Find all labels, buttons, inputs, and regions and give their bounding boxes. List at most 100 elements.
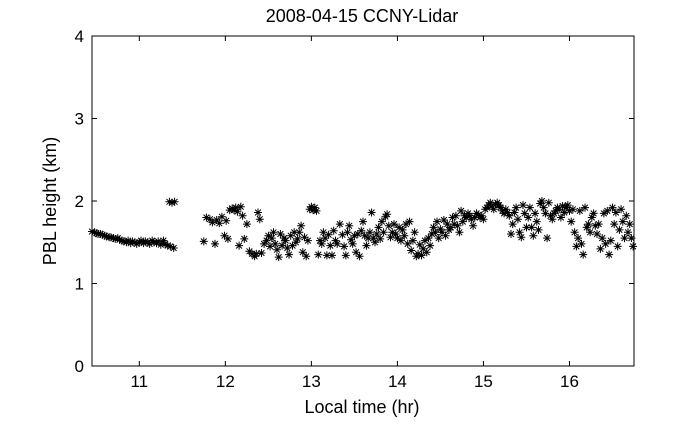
data-point — [629, 242, 638, 251]
data-point — [531, 209, 540, 218]
data-point — [543, 234, 552, 243]
data-point — [575, 206, 584, 215]
data-point — [220, 231, 229, 240]
data-point — [615, 225, 624, 234]
data-point — [407, 246, 416, 255]
data-point — [163, 241, 172, 250]
data-point — [422, 248, 431, 257]
data-point — [335, 220, 344, 229]
data-point — [156, 240, 165, 249]
data-point — [477, 211, 486, 220]
data-point — [577, 239, 586, 248]
y-axis-label: PBL height (km) — [40, 137, 60, 265]
data-point — [613, 242, 622, 251]
data-point — [603, 206, 612, 215]
data-point — [286, 231, 295, 240]
data-point — [539, 203, 548, 212]
data-point — [625, 220, 634, 229]
data-point — [570, 228, 579, 237]
x-tick-label: 15 — [474, 372, 493, 391]
data-point — [541, 209, 550, 218]
data-points — [88, 197, 638, 262]
data-point — [302, 252, 311, 261]
data-point — [501, 205, 510, 214]
data-point — [567, 217, 576, 226]
data-point — [555, 205, 564, 214]
data-point — [519, 201, 527, 210]
data-point — [624, 228, 632, 237]
x-tick-label: 11 — [130, 372, 148, 391]
data-point — [508, 220, 517, 229]
data-point — [297, 221, 306, 230]
data-point — [377, 217, 386, 226]
data-point — [273, 245, 281, 254]
data-point — [587, 213, 596, 222]
data-point — [269, 228, 278, 237]
data-point — [527, 223, 536, 232]
data-point — [563, 201, 572, 210]
data-point — [594, 220, 603, 229]
data-point — [345, 221, 354, 230]
data-point — [605, 250, 614, 259]
data-point — [352, 248, 361, 257]
data-point — [347, 235, 355, 244]
data-point — [536, 199, 545, 208]
data-point — [410, 228, 419, 237]
data-point — [90, 228, 99, 237]
data-point — [408, 236, 417, 245]
data-point — [386, 233, 395, 242]
data-point — [517, 233, 526, 242]
data-point — [507, 230, 515, 238]
data-point — [402, 220, 410, 229]
y-tick-label: 2 — [75, 192, 84, 211]
data-point — [328, 251, 336, 260]
data-point — [357, 226, 366, 235]
data-point — [307, 202, 316, 211]
data-point — [505, 211, 514, 220]
data-point — [222, 216, 231, 225]
data-point — [620, 234, 629, 243]
data-point — [503, 208, 512, 217]
data-point — [441, 231, 450, 240]
data-point — [390, 220, 398, 229]
data-point — [154, 237, 163, 246]
data-point — [581, 203, 589, 212]
data-point — [264, 231, 273, 240]
data-point — [572, 242, 581, 251]
data-point — [627, 234, 636, 243]
data-point — [513, 215, 522, 224]
data-point — [340, 242, 349, 251]
data-point — [610, 220, 619, 229]
data-point — [479, 215, 488, 224]
data-point — [303, 236, 312, 245]
data-point — [132, 239, 141, 248]
data-point — [199, 237, 208, 246]
data-point — [560, 208, 569, 217]
data-point — [202, 213, 211, 222]
data-point — [149, 238, 158, 247]
data-point — [128, 237, 137, 246]
data-point — [240, 234, 249, 243]
data-point — [257, 249, 266, 257]
x-tick-label: 12 — [216, 372, 235, 391]
data-point — [403, 239, 412, 248]
data-point — [322, 251, 331, 260]
data-point — [223, 234, 232, 243]
data-point — [281, 236, 290, 245]
data-point — [599, 209, 608, 218]
data-point — [267, 234, 276, 243]
data-point — [106, 233, 115, 242]
data-point — [365, 228, 374, 237]
data-point — [498, 206, 507, 215]
data-point — [467, 215, 476, 224]
data-point — [451, 211, 460, 220]
data-point — [496, 203, 505, 212]
data-point — [291, 238, 300, 247]
data-point — [582, 223, 591, 232]
data-point — [317, 239, 326, 248]
data-point — [529, 231, 538, 240]
data-point — [393, 234, 402, 243]
data-point — [589, 209, 598, 218]
data-point — [319, 228, 328, 237]
data-point — [525, 203, 534, 212]
